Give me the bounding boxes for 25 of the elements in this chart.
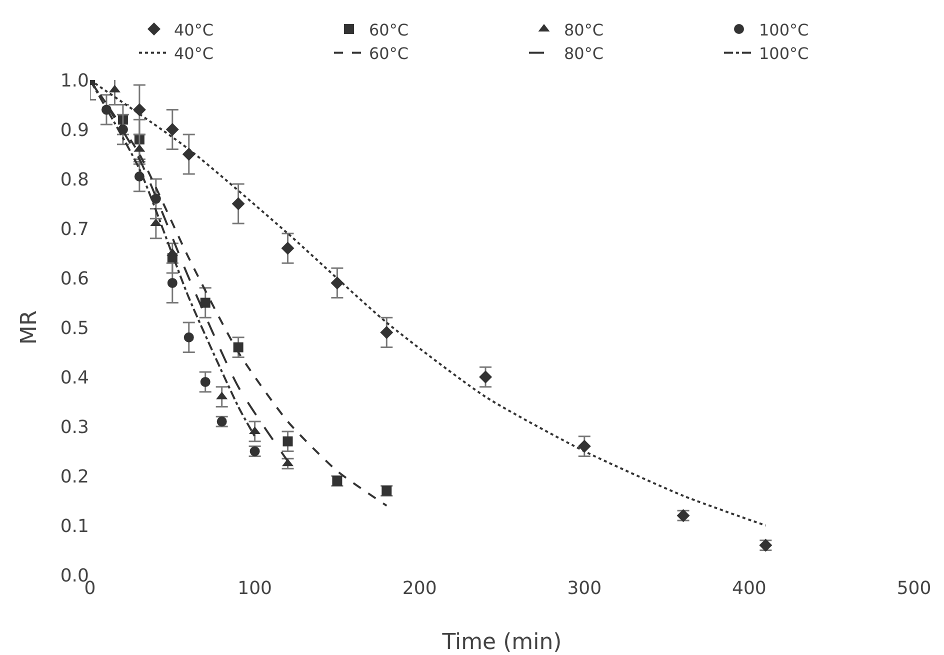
legend-label: 100°C <box>759 20 809 40</box>
x-axis-title: Time (min) <box>441 630 562 655</box>
y-axis-title: MR <box>17 310 42 345</box>
y-tick-label: 0.1 <box>60 516 89 537</box>
y-tick-label: 0.7 <box>60 218 89 240</box>
x-tick-label: 300 <box>567 578 602 599</box>
y-tick-label: 0.8 <box>60 169 89 190</box>
legend-label: 60°C <box>369 44 409 64</box>
y-tick-label: 0.2 <box>60 466 89 488</box>
legend-label: 80°C <box>564 44 604 64</box>
x-tick-label: 500 <box>896 578 932 599</box>
y-tick-label: 0.5 <box>60 318 89 339</box>
x-tick-label: 100 <box>238 578 272 599</box>
legend-label: 100°C <box>759 44 809 64</box>
y-tick-label: 1.0 <box>60 70 89 92</box>
x-tick-label: 400 <box>732 578 766 599</box>
legend-label: 40°C <box>174 44 214 64</box>
y-tick-label: 0.3 <box>60 416 89 438</box>
legend-label: 60°C <box>369 20 409 40</box>
y-tick-label: 0.9 <box>60 120 89 141</box>
y-tick-label: 0.6 <box>60 268 89 290</box>
y-tick-label: 0.4 <box>60 367 89 388</box>
legend-label: 80°C <box>564 20 604 40</box>
legend-label: 40°C <box>174 20 214 40</box>
x-tick-label: 200 <box>402 578 437 599</box>
